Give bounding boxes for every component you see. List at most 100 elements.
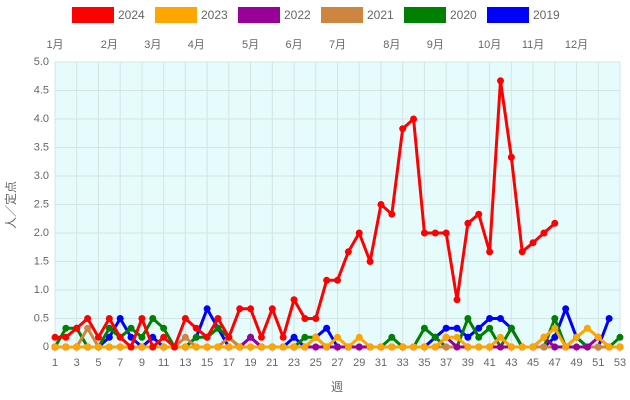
data-point bbox=[127, 343, 135, 351]
data-point bbox=[268, 305, 276, 313]
legend-label[interactable]: 2019 bbox=[533, 8, 560, 22]
data-point bbox=[323, 276, 331, 284]
legend-swatch[interactable] bbox=[487, 7, 529, 23]
data-point bbox=[420, 229, 428, 237]
data-point bbox=[442, 229, 450, 237]
data-point bbox=[94, 343, 102, 351]
data-point bbox=[334, 343, 341, 351]
x-tick-label: 9 bbox=[139, 357, 145, 369]
x-tick-label: 51 bbox=[592, 357, 604, 369]
data-point bbox=[551, 315, 559, 322]
data-point bbox=[214, 324, 222, 332]
month-label: 11月 bbox=[522, 39, 544, 51]
data-point bbox=[84, 343, 92, 351]
data-point bbox=[442, 333, 450, 341]
data-point bbox=[149, 343, 157, 351]
x-tick-label: 53 bbox=[614, 357, 626, 369]
data-point bbox=[496, 343, 504, 351]
data-point bbox=[160, 343, 168, 351]
data-point bbox=[344, 343, 352, 351]
legend-label[interactable]: 2024 bbox=[118, 8, 145, 22]
data-point bbox=[105, 324, 113, 332]
data-point bbox=[192, 324, 200, 332]
x-tick-label: 43 bbox=[505, 357, 517, 369]
x-tick-label: 1 bbox=[52, 357, 58, 369]
y-tick-label: 4.5 bbox=[34, 84, 49, 96]
data-point bbox=[496, 333, 504, 341]
data-point bbox=[247, 305, 255, 313]
data-point bbox=[192, 333, 200, 341]
legend-swatch[interactable] bbox=[238, 7, 280, 23]
data-point bbox=[529, 343, 537, 351]
data-point bbox=[540, 343, 548, 351]
data-point bbox=[410, 343, 418, 351]
data-point bbox=[62, 333, 70, 341]
data-point bbox=[160, 333, 168, 341]
data-point bbox=[138, 333, 146, 341]
data-point bbox=[551, 343, 559, 351]
data-point bbox=[116, 333, 124, 341]
x-tick-label: 35 bbox=[418, 357, 430, 369]
x-tick-label: 33 bbox=[397, 357, 409, 369]
data-point bbox=[388, 343, 396, 351]
data-point bbox=[257, 333, 265, 341]
data-point bbox=[279, 333, 287, 341]
legend-swatch[interactable] bbox=[404, 7, 446, 23]
data-point bbox=[605, 315, 613, 322]
data-point bbox=[377, 201, 385, 208]
data-point bbox=[583, 324, 591, 332]
y-tick-label: 0.5 bbox=[34, 312, 49, 324]
month-label: 8月 bbox=[383, 39, 400, 51]
y-tick-label: 3.0 bbox=[34, 170, 49, 182]
data-point bbox=[84, 324, 92, 332]
data-point bbox=[105, 333, 113, 341]
data-point bbox=[236, 305, 244, 313]
x-tick-label: 27 bbox=[331, 357, 343, 369]
data-point bbox=[51, 333, 59, 341]
data-point bbox=[431, 333, 439, 341]
data-point bbox=[355, 229, 363, 237]
data-point bbox=[149, 315, 157, 322]
data-point bbox=[323, 324, 331, 332]
legend-label[interactable]: 2020 bbox=[450, 8, 477, 22]
data-point bbox=[464, 219, 472, 227]
legend-label[interactable]: 2022 bbox=[284, 8, 311, 22]
data-point bbox=[453, 343, 461, 351]
legend-swatch[interactable] bbox=[321, 7, 363, 23]
data-point bbox=[323, 343, 331, 351]
month-label: 7月 bbox=[329, 39, 346, 51]
data-point bbox=[312, 343, 320, 351]
data-point bbox=[301, 315, 309, 322]
data-point bbox=[214, 343, 222, 351]
month-label: 4月 bbox=[188, 39, 205, 51]
legend-label[interactable]: 2023 bbox=[201, 8, 228, 22]
data-point bbox=[312, 333, 320, 341]
month-label: 9月 bbox=[427, 39, 444, 51]
data-point bbox=[486, 324, 494, 332]
data-point bbox=[203, 333, 211, 341]
data-point bbox=[192, 343, 200, 351]
month-label: 5月 bbox=[242, 39, 259, 51]
x-tick-label: 45 bbox=[527, 357, 539, 369]
data-point bbox=[290, 296, 298, 304]
data-point bbox=[507, 324, 515, 332]
y-tick-label: 1.5 bbox=[34, 255, 49, 267]
legend-swatch[interactable] bbox=[72, 7, 114, 23]
x-tick-label: 17 bbox=[223, 357, 235, 369]
data-point bbox=[583, 343, 591, 351]
legend-swatch[interactable] bbox=[155, 7, 197, 23]
data-point bbox=[84, 315, 92, 322]
data-point bbox=[420, 343, 428, 351]
data-point bbox=[562, 343, 570, 351]
data-point bbox=[605, 343, 613, 351]
x-tick-label: 25 bbox=[310, 357, 322, 369]
data-point bbox=[496, 315, 504, 322]
x-tick-label: 29 bbox=[353, 357, 365, 369]
x-tick-label: 41 bbox=[483, 357, 495, 369]
y-axis-label: 人／定点 bbox=[3, 181, 18, 229]
legend-label[interactable]: 2021 bbox=[367, 8, 394, 22]
data-point bbox=[518, 248, 526, 256]
x-tick-label: 3 bbox=[74, 357, 80, 369]
